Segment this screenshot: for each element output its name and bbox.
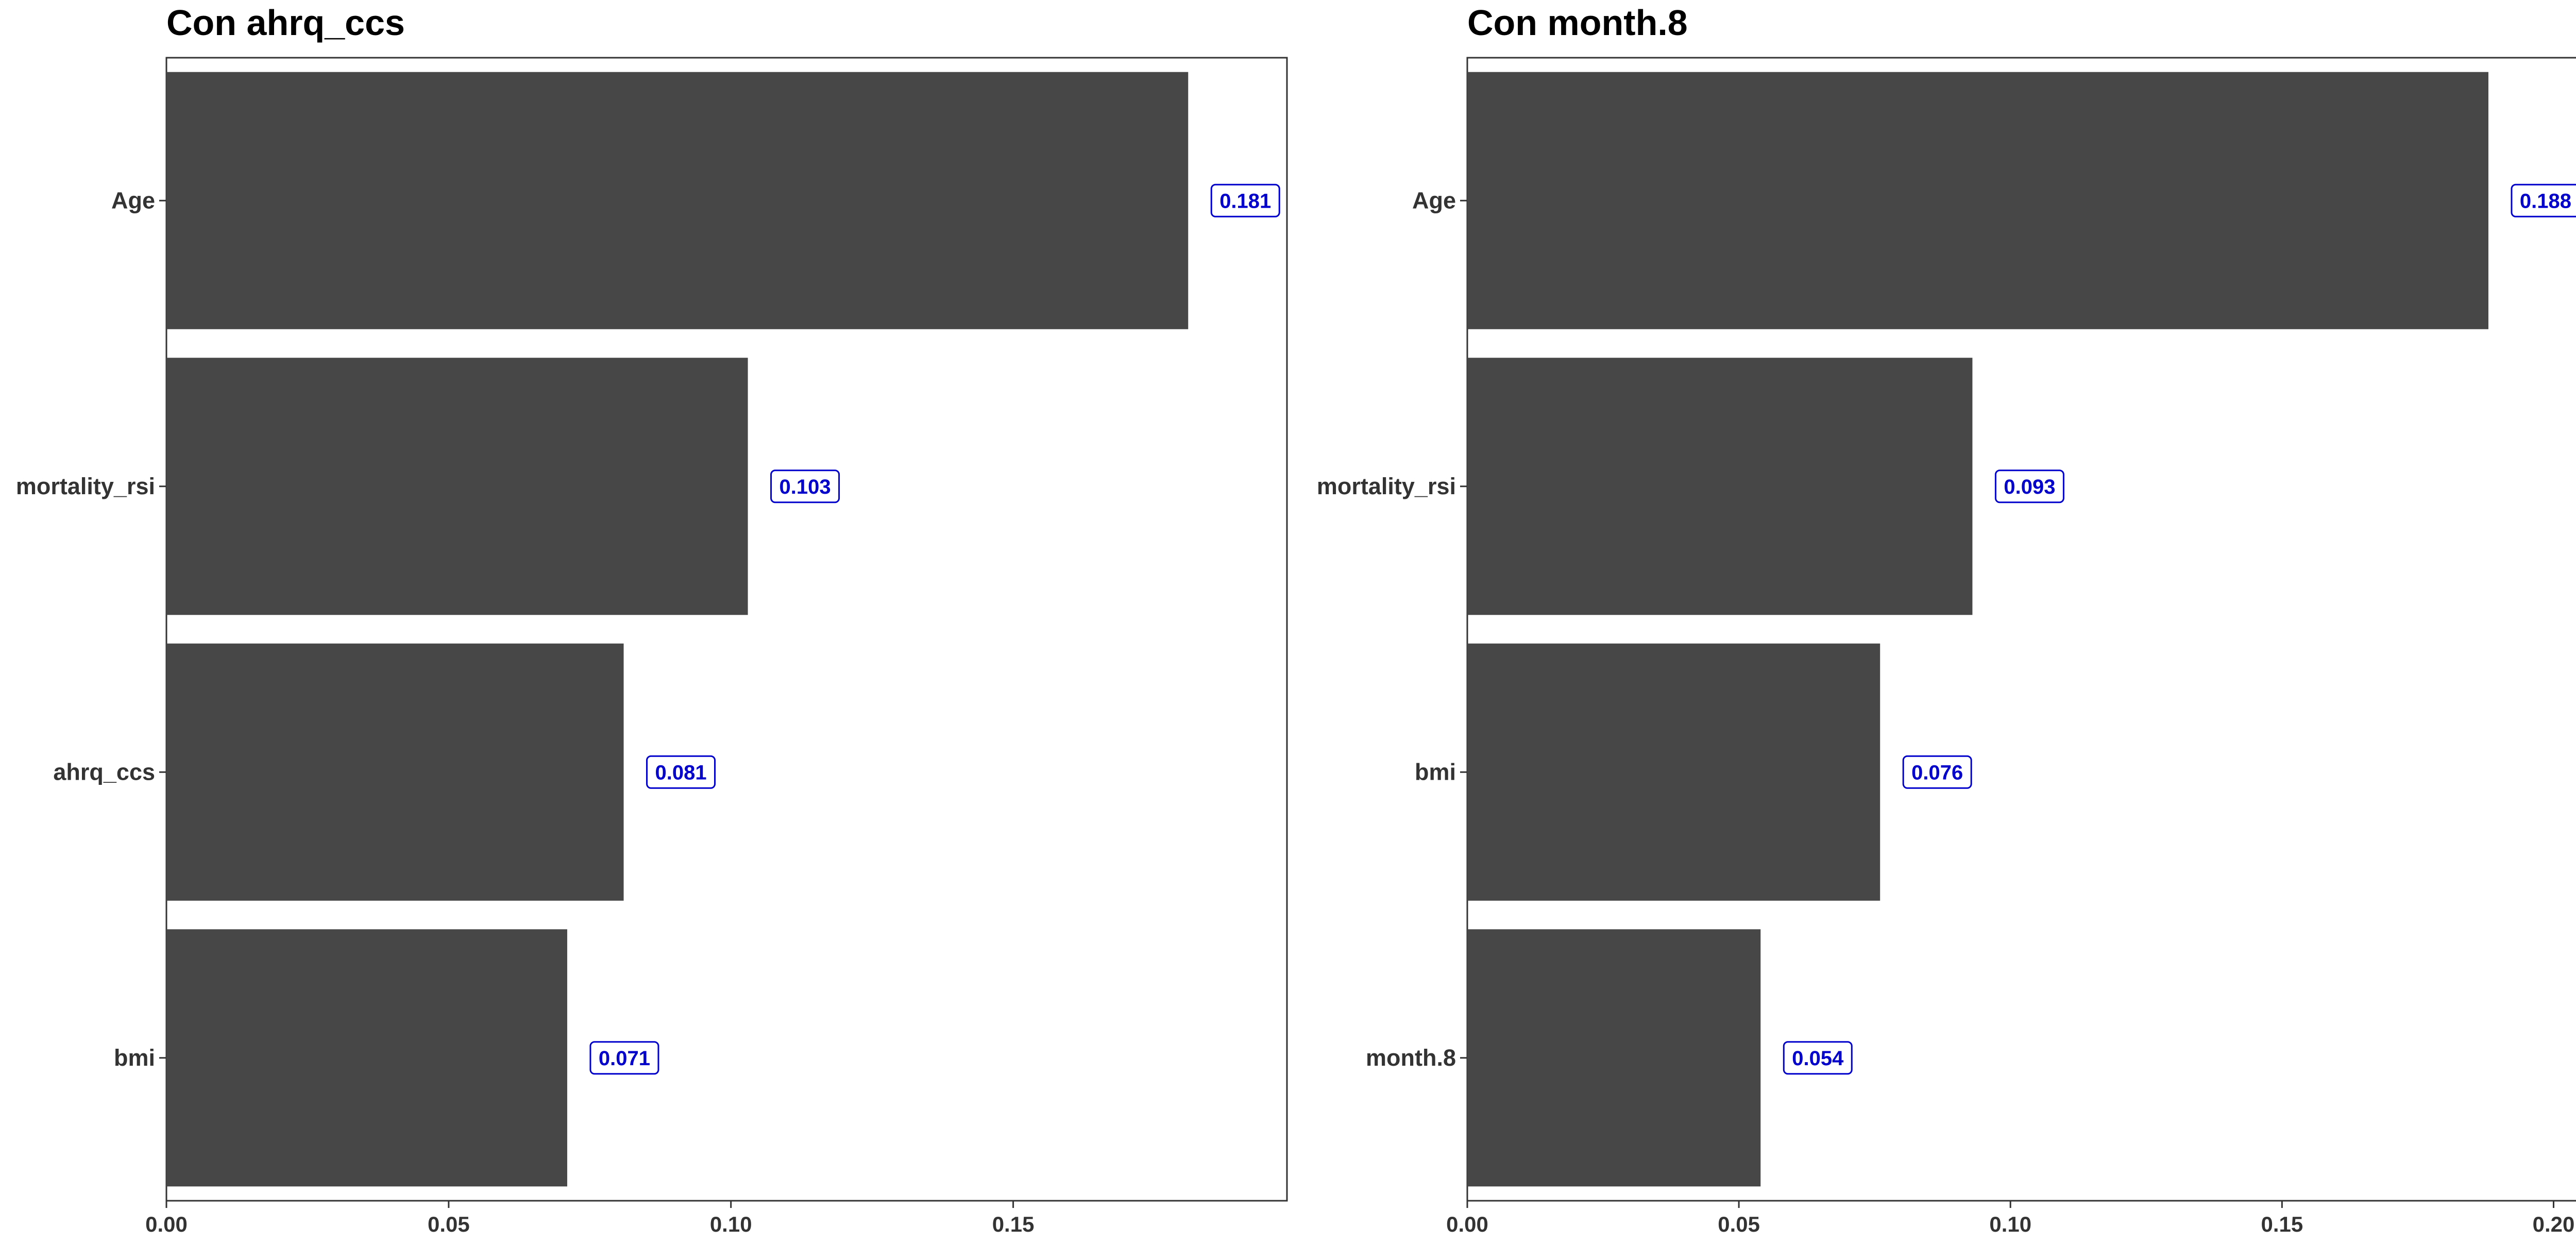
- y-tick-label: month.8: [1366, 1045, 1456, 1071]
- plot-border: [165, 57, 1288, 1202]
- data-label: 0.188: [2520, 190, 2571, 212]
- x-tick-label: 0.05: [428, 1212, 470, 1236]
- chart-panel-2: Con month.8 Age 0.188 mortality_rsi 0.093 bmi…: [1317, 3, 2576, 1236]
- data-label: 0.093: [2004, 476, 2055, 498]
- y-tick-label: Age: [1412, 187, 1456, 213]
- y-tick-label: mortality_rsi: [16, 473, 155, 499]
- x-tick-label: 0.00: [1446, 1212, 1488, 1236]
- y-tick-label: Age: [111, 187, 155, 213]
- y-tick-label: bmi: [114, 1045, 155, 1071]
- data-label: 0.054: [1792, 1047, 1844, 1070]
- x-tick-label: 0.20: [2533, 1212, 2575, 1236]
- bar-bmi: [1467, 643, 1880, 901]
- data-label-box: [646, 755, 716, 789]
- data-label-box: [1210, 183, 1280, 217]
- x-tick-label: 0.10: [710, 1212, 752, 1236]
- x-tick-label: 0.15: [992, 1212, 1035, 1236]
- data-label-box: [770, 469, 840, 503]
- plot-border: [1466, 57, 2576, 1202]
- data-label: 0.076: [1911, 761, 1963, 784]
- bar-bmi: [166, 929, 567, 1187]
- x-tick-label: 0.15: [2261, 1212, 2303, 1236]
- bar-mortality-rsi: [1467, 358, 1973, 615]
- bar-age: [1467, 72, 2488, 329]
- data-label: 0.071: [599, 1047, 650, 1070]
- x-tick-label: 0.00: [145, 1212, 188, 1236]
- y-tick-label: bmi: [1415, 759, 1456, 785]
- bar-ahrq-ccs: [166, 643, 624, 901]
- bar-age: [166, 72, 1189, 329]
- data-label-box: [2511, 183, 2576, 217]
- bar-month-8: [1467, 929, 1761, 1187]
- data-label-box: [589, 1041, 659, 1075]
- y-tick-label: mortality_rsi: [1317, 473, 1456, 499]
- data-label: 0.181: [1219, 190, 1271, 212]
- data-label: 0.081: [655, 761, 706, 784]
- x-tick-label: 0.05: [1718, 1212, 1760, 1236]
- chart-title: Con ahrq_ccs: [166, 3, 405, 43]
- data-label-box: [1994, 469, 2064, 503]
- bar-mortality-rsi: [166, 358, 748, 615]
- data-label-box: [1783, 1041, 1853, 1075]
- x-tick-label: 0.10: [1989, 1212, 2031, 1236]
- chart-title: Con month.8: [1467, 3, 1688, 43]
- data-label: 0.103: [779, 476, 831, 498]
- data-label-box: [1902, 755, 1972, 789]
- y-tick-label: ahrq_ccs: [53, 759, 155, 785]
- chart-panel-1: Con ahrq_ccs Age 0.181 mortality_rsi 0.103 ah…: [16, 3, 1288, 1236]
